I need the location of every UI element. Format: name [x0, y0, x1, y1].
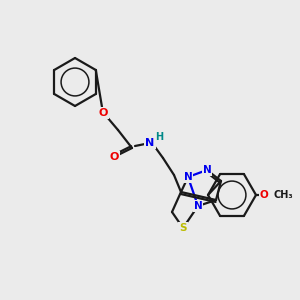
Text: O: O [98, 108, 108, 118]
Text: N: N [184, 172, 192, 182]
Text: N: N [194, 201, 202, 211]
Text: O: O [109, 152, 119, 162]
Text: N: N [146, 138, 154, 148]
Text: H: H [155, 132, 163, 142]
Text: O: O [260, 190, 268, 200]
Text: CH₃: CH₃ [273, 190, 292, 200]
Text: S: S [179, 223, 187, 233]
Text: N: N [202, 165, 211, 175]
